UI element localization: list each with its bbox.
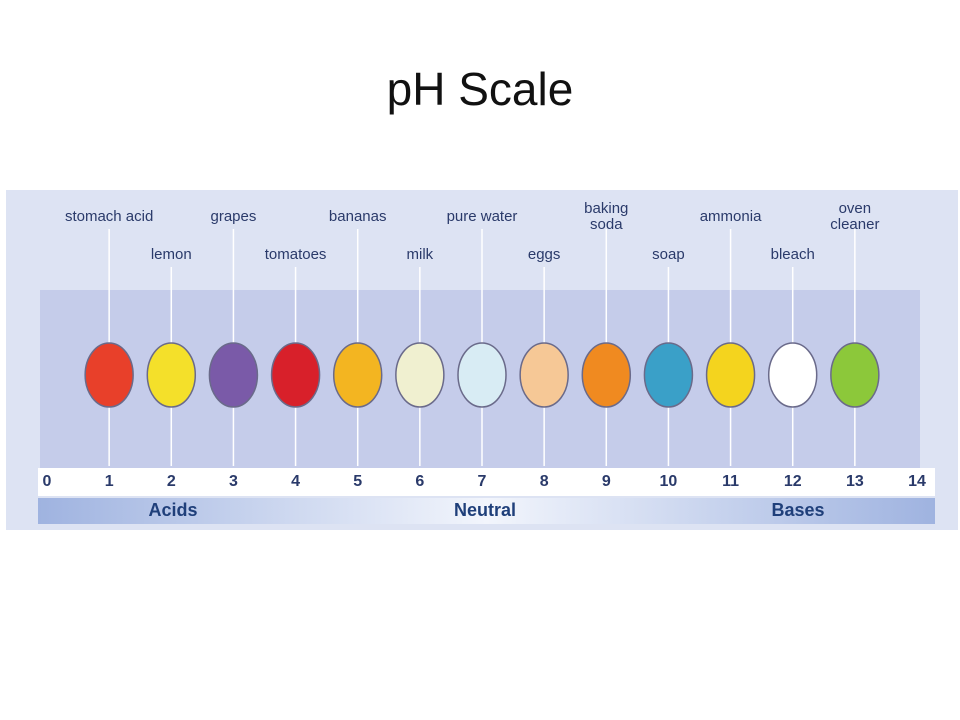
tick-label: 8 [540, 473, 549, 490]
item-label: baking [584, 200, 628, 217]
item-label: bleach [771, 246, 815, 263]
item-label: eggs [528, 246, 561, 263]
region-label: Neutral [454, 500, 516, 520]
region-label: Bases [771, 500, 824, 520]
item-label: tomatoes [265, 246, 327, 263]
tick-label: 9 [602, 473, 611, 490]
tick-label: 14 [908, 473, 926, 490]
number-band [38, 468, 935, 496]
item-icon [767, 342, 818, 408]
item-icon [830, 342, 880, 408]
tick-label: 6 [415, 473, 424, 490]
title: pH Scale [387, 63, 574, 115]
item-label: stomach acid [65, 208, 153, 225]
item-icon [519, 342, 569, 408]
item-icon [457, 342, 507, 408]
item-label: cleaner [830, 216, 879, 233]
tick-label: 11 [722, 473, 739, 490]
item-label: oven [839, 200, 872, 217]
item-icon [84, 342, 134, 408]
item-icon [643, 342, 694, 408]
item-label: milk [407, 246, 434, 263]
item-icon [332, 342, 383, 408]
item-icon [208, 342, 259, 408]
tick-label: 10 [660, 473, 678, 490]
tick-label: 13 [846, 473, 864, 490]
tick-label: 3 [229, 473, 238, 490]
item-label: bananas [329, 208, 387, 225]
item-icon [395, 342, 445, 408]
region-label: Acids [148, 500, 197, 520]
item-icon [581, 342, 632, 408]
item-icon [705, 342, 756, 408]
tick-label: 4 [291, 473, 300, 490]
tick-label: 0 [43, 473, 52, 490]
item-label: pure water [447, 208, 518, 225]
region-bar [38, 498, 935, 524]
tick-label: 1 [105, 473, 114, 490]
item-label: grapes [210, 208, 256, 225]
item-label: ammonia [700, 208, 762, 225]
tick-label: 5 [353, 473, 362, 490]
item-icon [270, 342, 321, 408]
item-label: lemon [151, 246, 192, 263]
item-icon [146, 342, 197, 408]
item-label: soap [652, 246, 685, 263]
tick-label: 7 [478, 473, 487, 490]
tick-label: 2 [167, 473, 176, 490]
tick-label: 12 [784, 473, 802, 490]
item-label: soda [590, 216, 623, 233]
